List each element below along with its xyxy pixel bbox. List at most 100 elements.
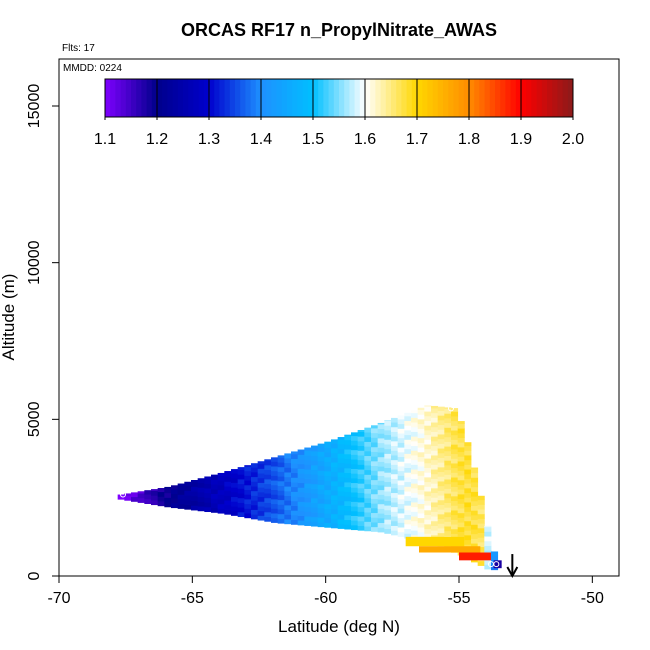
heatmap-cell [284,453,292,459]
heatmap-cell [377,503,385,509]
heatmap-cell [304,483,312,489]
heatmap-cell [351,501,359,507]
heatmap-cell [164,486,172,489]
heatmap-cell [417,517,425,523]
heatmap-cell [351,506,359,512]
heatmap-cell [431,455,439,461]
heatmap-cell [357,429,365,432]
heatmap-cell [477,509,485,515]
heatmap-cell [404,439,412,445]
heatmap-cell [324,456,332,462]
heatmap-cell [164,488,172,494]
heatmap-cell [344,434,352,436]
heatmap-cell [444,436,452,442]
colorbar-segment [458,79,465,117]
heatmap-cell [231,506,239,512]
heatmap-cell [297,482,305,488]
heatmap-cell [424,533,432,539]
colorbar-segment [115,79,122,117]
colorbar-segment [365,79,371,117]
heatmap-cell [411,431,419,437]
colorbar-segment [105,79,111,117]
heatmap-cell [371,512,379,518]
heatmap-cell [171,488,179,494]
heatmap-cell [277,504,285,510]
heatmap-cell [264,474,272,480]
heatmap-cell [371,470,379,476]
heatmap-cell [257,510,265,516]
heatmap-cell [277,509,285,515]
heatmap-cell [457,437,465,443]
heatmap-cell [371,503,379,509]
colorbar-segment [162,79,168,117]
heatmap-cell [357,520,365,526]
heatmap-cell [484,540,492,546]
heatmap-cell [464,487,472,494]
heatmap-cell [391,469,399,475]
heatmap-cell [464,525,472,531]
heatmap-cell [304,450,312,456]
y-axis: 0 5000 10000 15000 [26,84,59,580]
heatmap-cell [384,528,392,534]
heatmap-cell [397,475,405,481]
heatmap-cell [304,464,312,470]
heatmap-cell [431,511,439,517]
heatmap-cell [437,448,445,454]
heatmap-cell [364,516,372,522]
heatmap-cell [297,454,305,460]
heatmap-cell [344,496,352,502]
heatmap-cell [204,497,212,503]
heatmap-cell [444,446,452,452]
heatmap-cell [277,476,285,482]
heatmap-cell [317,465,325,471]
heatmap-cell [444,512,452,518]
heatmap-cell [404,509,412,515]
heatmap-cell [464,464,472,470]
heatmap-cell [311,474,319,480]
heatmap-cell [264,497,272,503]
heatmap-cell [444,407,452,409]
heatmap-cell [257,501,265,507]
heatmap-cell [437,434,445,440]
heatmap-cell [197,492,205,498]
colorbar-segment [198,79,205,117]
heatmap-cell [384,429,392,436]
heatmap-cell [211,498,219,504]
heatmap-cell [331,439,339,444]
heatmap-cell [451,514,459,520]
heatmap-cell [391,516,399,522]
heatmap-cell [297,477,305,484]
heatmap-cell [291,463,299,469]
heatmap-cell [217,508,225,514]
heatmap-cell [371,522,379,528]
heatmap-cell [271,508,279,514]
heatmap-cell [464,469,472,475]
heatmap-cell [291,467,299,474]
heatmap-cell [411,506,419,512]
heatmap-cell [477,527,485,533]
heatmap-cell [484,526,492,532]
heatmap-cell [471,510,479,516]
heatmap-cell [444,488,452,494]
colorbar-segment [349,79,356,117]
heatmap-cell [357,459,365,465]
heatmap-cell [364,493,372,499]
heatmap-cell [257,515,265,521]
heatmap-cell [337,462,345,468]
heatmap-cell [317,446,325,452]
sample-marker [120,491,126,498]
heatmap-cell [464,492,472,498]
heatmap-cell [477,546,485,552]
heatmap-cell [317,493,325,499]
heatmap-cell [337,472,345,478]
heatmap-cell [457,465,465,471]
heatmap-cell [417,461,425,467]
heatmap-cell [371,456,379,462]
heatmap-cell [304,506,312,512]
heatmap-cell [417,527,425,533]
heatmap-cell [257,463,265,469]
heatmap-cell [417,428,425,434]
heatmap-cell [124,495,132,501]
heatmap-cell [311,521,319,527]
heatmap-cell [404,486,412,492]
